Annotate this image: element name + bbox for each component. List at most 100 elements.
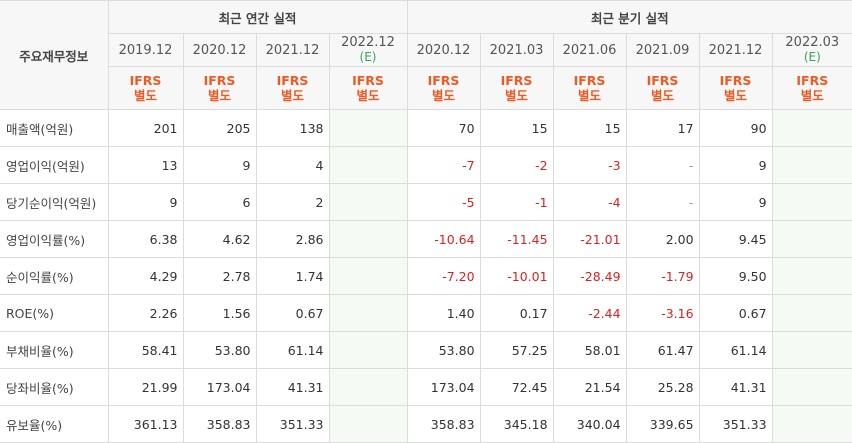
table-cell: 6.38 — [107, 220, 184, 258]
row-label: 당좌비율(%) — [0, 368, 109, 406]
table-cell — [771, 257, 852, 295]
separate-text: 별도 — [280, 88, 304, 103]
period-label: 2019.12 — [118, 42, 173, 58]
table-cell: 205 — [182, 109, 257, 147]
table-cell — [771, 146, 852, 184]
table-cell — [771, 220, 852, 258]
separate-text: 별도 — [724, 88, 748, 103]
period-header: 2021.06 — [552, 33, 627, 67]
separate-text: 별도 — [651, 88, 675, 103]
row-label-header: 주요재무정보 — [0, 0, 109, 110]
table-cell: 25.28 — [625, 368, 700, 406]
row-label: 유보율(%) — [0, 405, 109, 443]
table-cell — [328, 257, 408, 295]
period-label: 2021.12 — [708, 42, 763, 58]
table-cell: 21.99 — [107, 368, 184, 406]
ifrs-text: IFRS — [796, 73, 829, 88]
table-row: 당좌비율(%) 21.99 173.04 41.31 173.04 72.45 21.54 2… — [0, 368, 852, 406]
table-cell: -1 — [479, 183, 554, 221]
period-label: 2022.03 — [785, 35, 840, 50]
period-label: 2022.12 — [341, 35, 395, 50]
table-cell: 361.13 — [107, 405, 184, 443]
table-cell: 90 — [698, 109, 773, 147]
table-cell: 4.62 — [182, 220, 257, 258]
table-cell: -7.20 — [406, 257, 481, 295]
ifrs-standard-label: IFRS 별도 — [255, 66, 330, 110]
row-label: 매출액(억원) — [0, 109, 109, 147]
ifrs-text: IFRS — [352, 73, 384, 88]
table-cell: - — [625, 146, 700, 184]
period-label: 2021.06 — [562, 42, 617, 58]
separate-text: 별도 — [578, 88, 602, 103]
table-cell: 358.83 — [182, 405, 257, 443]
ifrs-standard-label: IFRS 별도 — [182, 66, 257, 110]
ifrs-standard-label: IFRS 별도 — [771, 66, 852, 110]
period-header: 2022.03 (E) — [771, 33, 852, 67]
table-cell: 339.65 — [625, 405, 700, 443]
table-row: 매출액(억원) 201 205 138 70 15 15 17 90 — [0, 109, 852, 147]
row-label: 당기순이익(억원) — [0, 183, 109, 221]
table-cell: -2.44 — [552, 294, 627, 332]
table-row: 당기순이익(억원) 9 6 2 -5 -1 -4-9 — [0, 183, 852, 221]
separate-text: 별도 — [207, 88, 231, 103]
table-cell: 9 — [182, 146, 257, 184]
table-cell — [328, 220, 408, 258]
table-row: ROE(%) 2.26 1.56 0.67 1.40 0.17 -2.44 -3.16 0.67 — [0, 294, 852, 332]
quarterly-results-header: 최근 분기 실적 — [406, 0, 852, 34]
table-cell: -28.49 — [552, 257, 627, 295]
table-cell: 61.47 — [625, 331, 700, 369]
row-label: 부채비율(%) — [0, 331, 109, 369]
ifrs-standard-label: IFRS 별도 — [625, 66, 700, 110]
period-header: 2020.12 — [182, 33, 257, 67]
table-cell — [771, 331, 852, 369]
table-cell: -5 — [406, 183, 481, 221]
table-cell — [771, 405, 852, 443]
table-cell: -21.01 — [552, 220, 627, 258]
ifrs-standard-label: IFRS 별도 — [108, 66, 184, 110]
table-cell: 173.04 — [182, 368, 257, 406]
table-row: 영업이익률(%) 6.38 4.62 2.86 -10.64 -11.45 -21.01 2.… — [0, 220, 852, 258]
annual-results-header: 최근 연간 실적 — [107, 0, 408, 34]
ifrs-text: IFRS — [203, 73, 236, 88]
table-cell: 21.54 — [552, 368, 627, 406]
table-cell: 0.67 — [698, 294, 773, 332]
table-cell: 6 — [182, 183, 257, 221]
table-row: 영업이익(억원) 13 9 4 -7 -2 -3-9 — [0, 146, 852, 184]
table-cell: 4 — [255, 146, 330, 184]
table-cell — [771, 368, 852, 406]
table-row: 유보율(%) 361.13 358.83 351.33 358.83 345.18 340.… — [0, 405, 852, 443]
table-cell: 2.78 — [182, 257, 257, 295]
row-label: ROE(%) — [0, 294, 109, 332]
period-label: 2021.09 — [635, 42, 690, 58]
ifrs-text: IFRS — [500, 73, 533, 88]
period-label: 2021.03 — [489, 42, 544, 58]
table-cell: -1.79 — [625, 257, 700, 295]
table-cell: 1.74 — [255, 257, 330, 295]
ifrs-text: IFRS — [646, 73, 679, 88]
table-cell: 2.86 — [255, 220, 330, 258]
table-cell: 2 — [255, 183, 330, 221]
table-cell — [328, 405, 408, 443]
ifrs-text: IFRS — [719, 73, 752, 88]
table-cell: 58.01 — [552, 331, 627, 369]
table-cell: -10.01 — [479, 257, 554, 295]
table-cell — [771, 109, 852, 147]
period-header: 2019.12 — [108, 33, 184, 67]
table-cell: 15 — [552, 109, 627, 147]
row-label: 영업이익(억원) — [0, 146, 109, 184]
period-header: 2021.03 — [479, 33, 554, 67]
table-cell: 58.41 — [107, 331, 184, 369]
table-cell: 351.33 — [698, 405, 773, 443]
table-cell — [771, 183, 852, 221]
row-label: 순이익률(%) — [0, 257, 109, 295]
period-label: 2021.12 — [265, 42, 320, 58]
table-cell — [328, 146, 408, 184]
table-cell: 201 — [107, 109, 184, 147]
table-cell: 17 — [625, 109, 700, 147]
table-cell: 345.18 — [479, 405, 554, 443]
period-label: 2020.12 — [416, 42, 471, 58]
table-cell: 340.04 — [552, 405, 627, 443]
table-cell — [328, 368, 408, 406]
ifrs-standard-label: IFRS 별도 — [479, 66, 554, 110]
